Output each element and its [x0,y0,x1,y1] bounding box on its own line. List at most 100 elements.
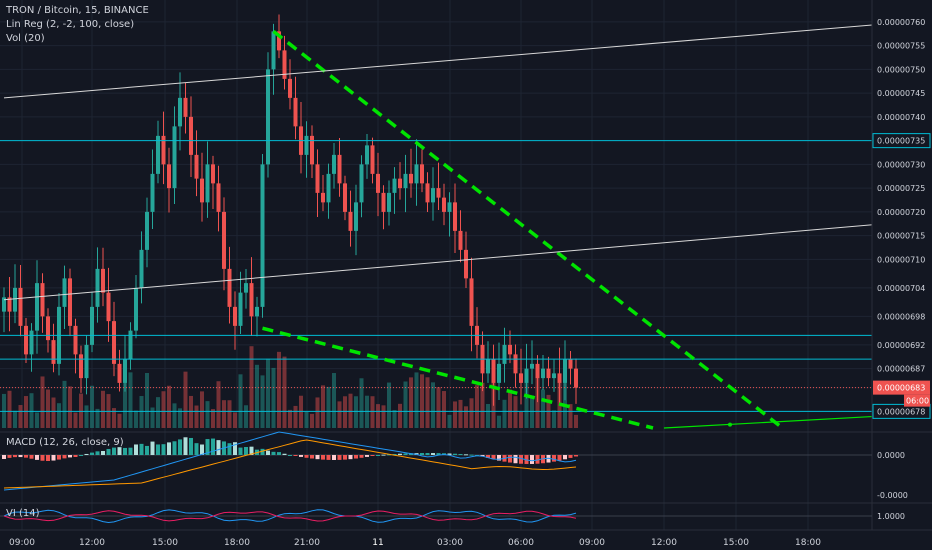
macd-histogram-bar [288,455,292,456]
macd-histogram-bar [568,455,573,458]
macd-legend[interactable]: MACD (12, 26, close, 9) [6,437,124,448]
candle-body [552,373,556,379]
volume-bar [7,390,12,428]
candle-body [189,116,193,155]
macd-histogram-bar [348,455,353,460]
volume-bar [194,405,199,428]
macd-histogram-bar [40,455,45,461]
candle-body [13,287,17,312]
volume-bar [145,372,149,428]
macd-histogram-bar [95,451,100,455]
volume-bar [519,411,523,428]
macd-histogram-bar [134,444,138,455]
volume-bar [68,386,72,428]
volume-bar [409,377,413,428]
candle-body [90,306,94,345]
countdown-tag [904,394,930,407]
volume-bar [304,411,309,428]
volume-bar [51,397,56,428]
candle-body [442,197,446,212]
countdown-label: 06:00 [906,397,929,406]
macd-histogram-bar [227,443,232,455]
macd-histogram-bar [436,453,441,455]
candle-body [370,145,375,174]
candle-body [249,283,254,317]
macd-histogram-bar [277,452,281,455]
volume-bar [480,382,485,428]
candle-body [497,363,501,383]
macd-histogram-bar [145,445,149,455]
volume-bar [244,405,248,428]
macd-histogram-bar [491,455,496,460]
candle-body [255,306,259,317]
macd-histogram-bar [150,441,155,455]
volume-bar [46,389,50,428]
price-tick-label: 0.00000745 [877,89,925,98]
candle-body [112,321,116,364]
volume-bar [282,356,287,428]
volume-bar [568,404,573,428]
lin-reg-lower[interactable] [3,217,932,301]
macd-histogram-bar [453,453,457,455]
macd-histogram-bar [178,439,182,455]
volume-bar [24,396,28,428]
candle-body [519,373,523,383]
candle-body [244,283,248,293]
macd-histogram-bar [68,455,72,458]
volume-bar [156,397,160,428]
candle-body [211,164,215,184]
macd-histogram-bar [557,455,562,461]
macd-histogram-bar [172,441,177,455]
macd-histogram-bar [425,453,430,455]
volume-bar [178,408,182,428]
candle-body [431,188,435,203]
chart-legend: TRON / Bitcoin, 15, BINANCE Lin Reg (2, … [6,4,149,46]
macd-tick-label: -0.0000 [877,491,908,500]
volume-bar [348,393,353,428]
linreg-legend[interactable]: Lin Reg (2, -2, 100, close) [6,19,135,30]
symbol-title[interactable]: TRON / Bitcoin, 15, BINANCE [6,5,149,16]
macd-histogram-bar [447,453,452,455]
macd-histogram-bar [123,447,127,455]
vol-legend[interactable]: Vol (20) [6,33,45,44]
macd-histogram-bar [244,446,248,455]
macd-histogram-bar [18,455,23,458]
macd-histogram-bar [315,455,320,460]
candle-body [117,363,122,383]
macd-histogram-bar [112,447,116,455]
candle-body [84,344,89,379]
volume-bar [326,386,331,428]
falling-wedge-lower[interactable] [262,326,654,430]
volume-bar [469,398,474,428]
macd-histogram-bar [189,437,193,455]
macd-histogram-bar [139,443,144,455]
macd-histogram-bar [535,455,540,464]
volume-bar [420,374,424,428]
macd-histogram-bar [260,448,265,455]
volume-bar [508,389,512,428]
volume-bar [277,351,281,428]
macd-histogram-bar [128,447,133,455]
volume-bar [321,385,325,428]
macd-histogram-bar [420,453,424,455]
price-tick-label: 0.00000715 [877,232,925,241]
lin-reg-upper[interactable] [3,17,932,99]
macd-histogram-bar [117,447,122,455]
volume-bar [40,376,45,428]
macd-tick-label: 0.0000 [877,451,905,460]
volume-bar [447,414,452,428]
volume-bar [524,371,529,428]
candle-body [376,173,380,193]
macd-histogram-bar [238,447,243,455]
candle-body [392,178,397,193]
volume-bar [57,403,61,428]
volume-bar [425,377,430,428]
vi-legend[interactable]: VI (14) [6,508,40,519]
vi-tick-label: 1.0000 [877,512,905,521]
time-tick-label: 09:00 [9,538,35,548]
vi-plus-line [3,509,577,524]
candle-body [178,97,182,127]
macd-histogram-bar [106,448,111,455]
candle-body [271,31,276,70]
